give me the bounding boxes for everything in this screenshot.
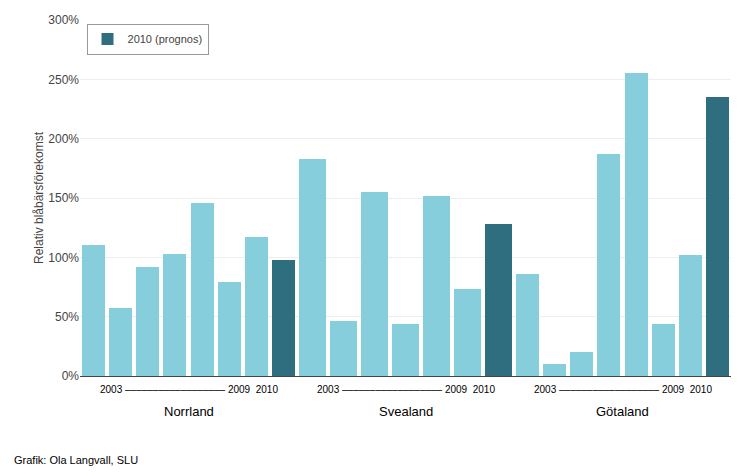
svg-text:2010 (prognos): 2010 (prognos) [128,33,203,45]
svg-text:150%: 150% [48,191,79,205]
svg-text:Grafik: Ola Langvall, SLU: Grafik: Ola Langvall, SLU [14,454,138,466]
svg-text:Relativ blåbärsförekomst: Relativ blåbärsförekomst [32,131,46,264]
svg-text:100%: 100% [48,251,79,265]
svg-text:2003 –––––––––––––––––– 2009: 2003 –––––––––––––––––– 2009 2010 [534,384,712,395]
svg-text:Norrland: Norrland [164,404,214,419]
svg-text:0%: 0% [62,369,80,383]
svg-text:Götaland: Götaland [596,404,649,419]
svg-text:300%: 300% [48,13,79,27]
svg-text:2003 –––––––––––––––––– 2009: 2003 –––––––––––––––––– 2009 2010 [317,384,495,395]
svg-text:50%: 50% [55,310,79,324]
svg-text:250%: 250% [48,73,79,87]
svg-text:2003 –––––––––––––––––– 2009: 2003 –––––––––––––––––– 2009 2010 [100,384,278,395]
svg-text:Svealand: Svealand [379,404,433,419]
svg-text:200%: 200% [48,132,79,146]
